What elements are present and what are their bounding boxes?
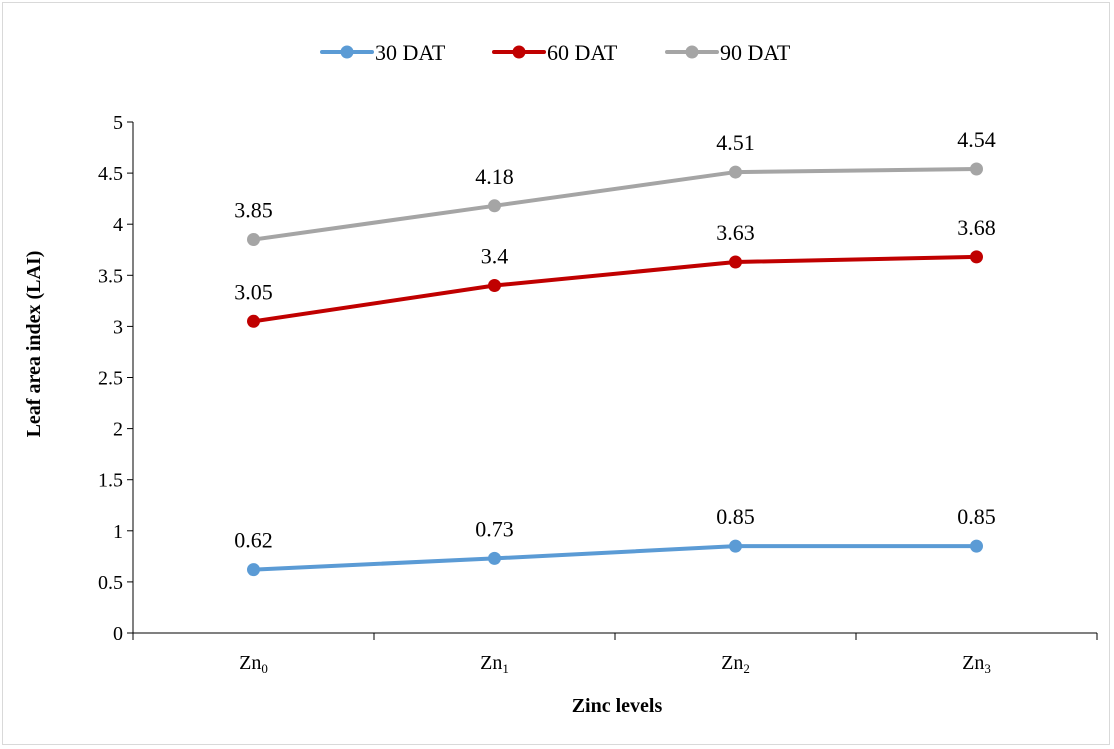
y-tick-label: 2 <box>113 419 123 441</box>
y-tick-label: 4.5 <box>98 163 123 185</box>
y-axis-title: Leaf area index (LAI) <box>23 251 45 438</box>
data-point <box>488 551 501 565</box>
legend-label: 60 DAT <box>547 40 618 65</box>
data-label: 0.85 <box>957 504 996 529</box>
data-point <box>970 162 983 176</box>
series-layer <box>247 162 983 577</box>
data-label: 3.63 <box>716 220 755 245</box>
y-tick-label: 3 <box>113 316 123 338</box>
data-label: 3.4 <box>481 244 509 269</box>
series-line-30-dat <box>251 544 979 572</box>
legend-label: 30 DAT <box>375 40 446 65</box>
axes: 0 0.5 1 1.5 2 2.5 3 3.5 4 4.5 5 Zn0 Zn1 Zn2 Zn3 <box>98 112 1098 676</box>
x-tick-label: Zn1 <box>480 652 509 676</box>
x-tick-label: Zn3 <box>962 652 991 676</box>
data-label: 3.68 <box>957 215 996 240</box>
data-label: 3.05 <box>234 279 273 304</box>
y-tick-label: 1.5 <box>98 470 123 492</box>
x-axis-title: Zinc levels <box>572 695 663 717</box>
legend-marker <box>512 45 526 59</box>
data-point <box>247 563 260 577</box>
legend-item: 60 DAT <box>492 40 618 65</box>
data-label: 0.73 <box>475 516 514 541</box>
x-tick-label: Zn2 <box>721 652 750 676</box>
y-tick-label: 3.5 <box>98 265 123 287</box>
data-labels: 0.62 0.73 0.85 0.85 3.05 3.4 3.63 3.68 3.85 4.18 4… <box>234 127 996 553</box>
data-label: 4.18 <box>475 164 514 189</box>
x-tick-label: Zn0 <box>239 652 268 676</box>
data-point <box>488 279 501 293</box>
data-point <box>247 314 260 328</box>
data-label: 3.85 <box>234 198 273 223</box>
data-point <box>970 539 983 553</box>
data-point <box>729 255 742 269</box>
data-label: 0.62 <box>234 528 273 553</box>
y-tick-label: 2.5 <box>98 368 123 390</box>
series-line-60-dat <box>251 254 979 324</box>
data-point <box>488 199 501 213</box>
data-point <box>729 539 742 553</box>
y-tick-label: 4 <box>113 214 123 236</box>
data-label: 4.51 <box>716 130 755 155</box>
y-tick-label: 0.5 <box>98 572 123 594</box>
y-tick-label: 0 <box>113 623 123 645</box>
legend-marker <box>340 45 354 59</box>
legend: 30 DAT 60 DAT 90 DAT <box>320 40 791 65</box>
legend-marker <box>685 45 699 59</box>
data-point <box>729 165 742 179</box>
legend-item: 90 DAT <box>665 40 791 65</box>
data-label: 4.54 <box>957 127 996 152</box>
data-label: 0.85 <box>716 504 755 529</box>
data-point <box>970 250 983 264</box>
legend-item: 30 DAT <box>320 40 446 65</box>
series-line-90-dat <box>251 167 979 242</box>
y-tick-label: 1 <box>113 521 123 543</box>
y-tick-label: 5 <box>113 112 123 134</box>
legend-label: 90 DAT <box>720 40 791 65</box>
data-point <box>247 233 260 247</box>
